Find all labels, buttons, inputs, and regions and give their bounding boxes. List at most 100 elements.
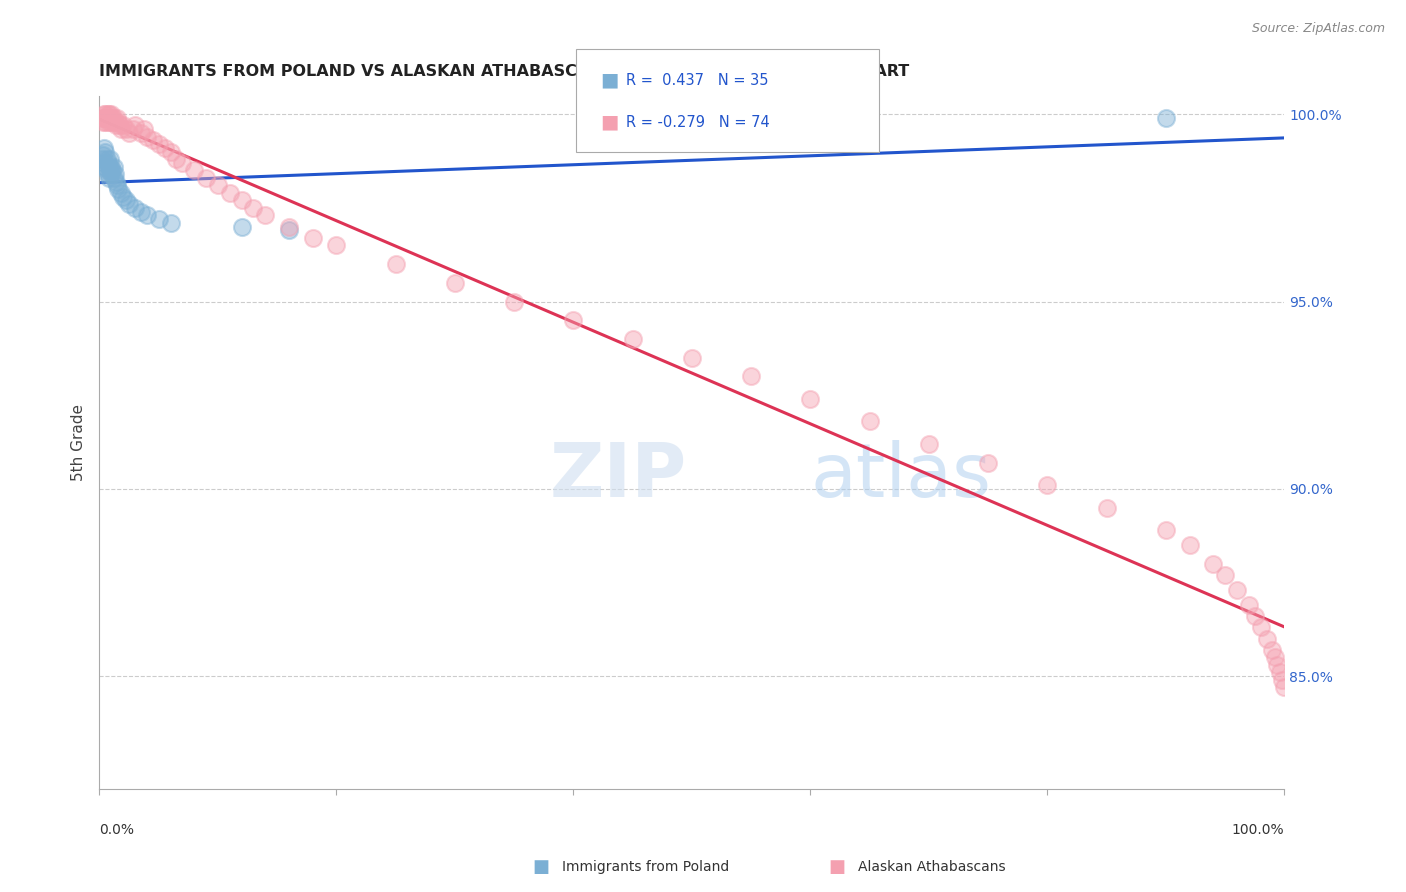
Point xyxy=(254,208,277,222)
Point xyxy=(231,194,253,208)
Point xyxy=(1213,568,1236,582)
Text: ■: ■ xyxy=(828,858,845,876)
Point xyxy=(121,122,143,136)
Point xyxy=(94,145,117,159)
Point xyxy=(98,163,121,178)
Point xyxy=(195,170,218,185)
Point xyxy=(96,111,118,125)
Point xyxy=(107,114,129,128)
Point xyxy=(94,114,117,128)
Point xyxy=(153,141,176,155)
Point xyxy=(112,189,135,203)
Point xyxy=(135,129,157,144)
Point xyxy=(110,186,132,200)
Point xyxy=(93,156,115,170)
Point xyxy=(108,119,131,133)
Point xyxy=(134,122,156,136)
Point xyxy=(1036,478,1059,492)
Point xyxy=(103,111,125,125)
Point xyxy=(97,156,120,170)
Point xyxy=(101,163,124,178)
Point xyxy=(1243,609,1265,624)
Point xyxy=(101,114,124,128)
Text: Immigrants from Poland: Immigrants from Poland xyxy=(562,860,730,874)
Point xyxy=(218,186,240,200)
Point xyxy=(165,152,187,166)
Point xyxy=(118,126,141,140)
Point xyxy=(103,170,125,185)
Point xyxy=(107,182,129,196)
Point xyxy=(159,145,181,159)
Point xyxy=(325,238,347,252)
Text: ZIP: ZIP xyxy=(550,440,688,513)
Point xyxy=(1178,538,1201,552)
Text: Source: ZipAtlas.com: Source: ZipAtlas.com xyxy=(1251,22,1385,36)
Point xyxy=(301,231,323,245)
Point xyxy=(93,111,115,125)
Point xyxy=(799,392,821,406)
Point xyxy=(142,133,165,147)
Text: IMMIGRANTS FROM POLAND VS ALASKAN ATHABASCAN 5TH GRADE CORRELATION CHART: IMMIGRANTS FROM POLAND VS ALASKAN ATHABA… xyxy=(100,64,910,79)
Point xyxy=(105,175,128,189)
Point xyxy=(1095,500,1118,515)
Point xyxy=(112,119,135,133)
Point xyxy=(207,178,229,193)
Point xyxy=(118,197,141,211)
Point xyxy=(621,332,644,346)
Text: 100.0%: 100.0% xyxy=(1232,823,1284,838)
Point xyxy=(1264,650,1286,665)
Point xyxy=(97,107,120,121)
Point xyxy=(97,170,120,185)
Text: 0.0%: 0.0% xyxy=(100,823,135,838)
Point xyxy=(1272,681,1295,695)
Point xyxy=(105,119,128,133)
Point xyxy=(740,369,762,384)
Point xyxy=(90,111,112,125)
Point xyxy=(1154,111,1177,125)
Point xyxy=(231,219,253,234)
Text: ■: ■ xyxy=(533,858,550,876)
Point xyxy=(97,107,120,121)
Point xyxy=(98,114,121,128)
Text: R = -0.279   N = 74: R = -0.279 N = 74 xyxy=(626,115,769,129)
Text: ■: ■ xyxy=(600,112,619,132)
Point xyxy=(97,111,120,125)
Point xyxy=(242,201,264,215)
Point xyxy=(97,114,120,128)
Point xyxy=(135,208,157,222)
Point xyxy=(1202,557,1225,571)
Point xyxy=(94,107,117,121)
Point xyxy=(1271,673,1294,687)
Point xyxy=(110,122,132,136)
Point xyxy=(114,194,136,208)
Point xyxy=(93,141,115,155)
Point xyxy=(91,114,114,128)
Point xyxy=(172,156,194,170)
Point xyxy=(97,167,120,181)
Point xyxy=(124,201,146,215)
Point xyxy=(183,163,205,178)
Point xyxy=(1237,598,1260,612)
Point xyxy=(93,107,115,121)
Point xyxy=(444,276,467,290)
Point xyxy=(1226,582,1249,597)
Point xyxy=(96,163,118,178)
Text: Alaskan Athabascans: Alaskan Athabascans xyxy=(858,860,1005,874)
Point xyxy=(94,160,117,174)
Point xyxy=(278,219,301,234)
Text: atlas: atlas xyxy=(810,440,991,513)
Point xyxy=(129,126,152,140)
Point xyxy=(1154,523,1177,537)
Point xyxy=(159,216,181,230)
Point xyxy=(103,160,125,174)
Point xyxy=(148,137,170,152)
Point xyxy=(148,212,170,227)
Point xyxy=(1265,657,1288,672)
Point xyxy=(100,160,122,174)
Point xyxy=(858,414,880,428)
Point xyxy=(918,437,941,451)
Point xyxy=(98,152,121,166)
Point xyxy=(129,204,152,219)
Point xyxy=(503,294,526,309)
Point xyxy=(278,223,301,237)
